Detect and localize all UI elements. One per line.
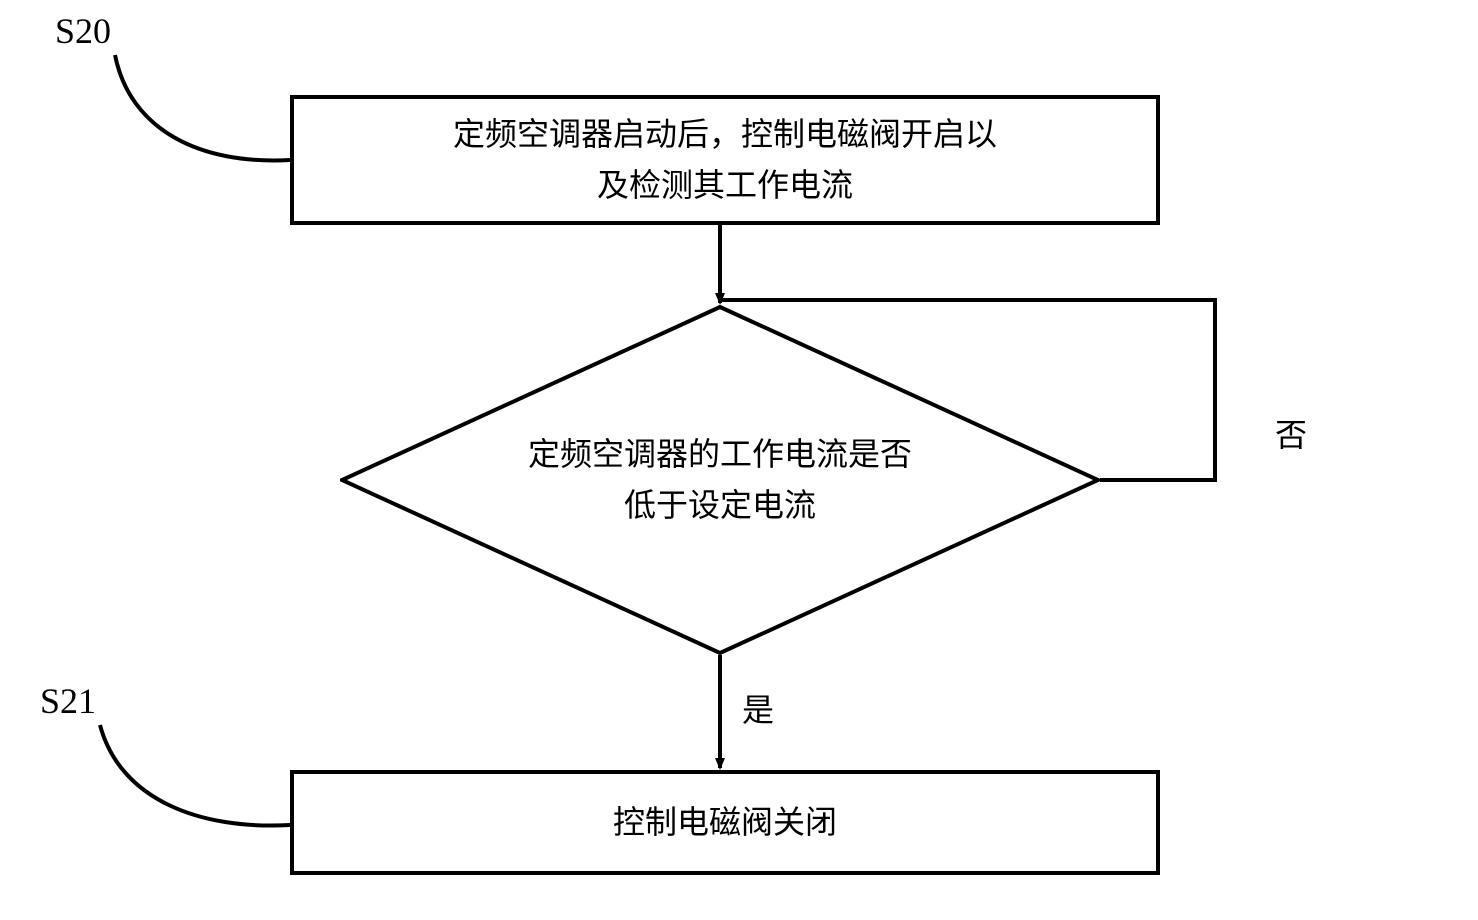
connectors-svg — [0, 0, 1478, 920]
edge-e3 — [720, 300, 1215, 480]
callout-s21 — [100, 725, 290, 826]
callout-s20 — [115, 55, 290, 160]
flowchart-canvas: S20 S21 定频空调器启动后，控制电磁阀开启以 及检测其工作电流 定频空调器… — [0, 0, 1478, 920]
